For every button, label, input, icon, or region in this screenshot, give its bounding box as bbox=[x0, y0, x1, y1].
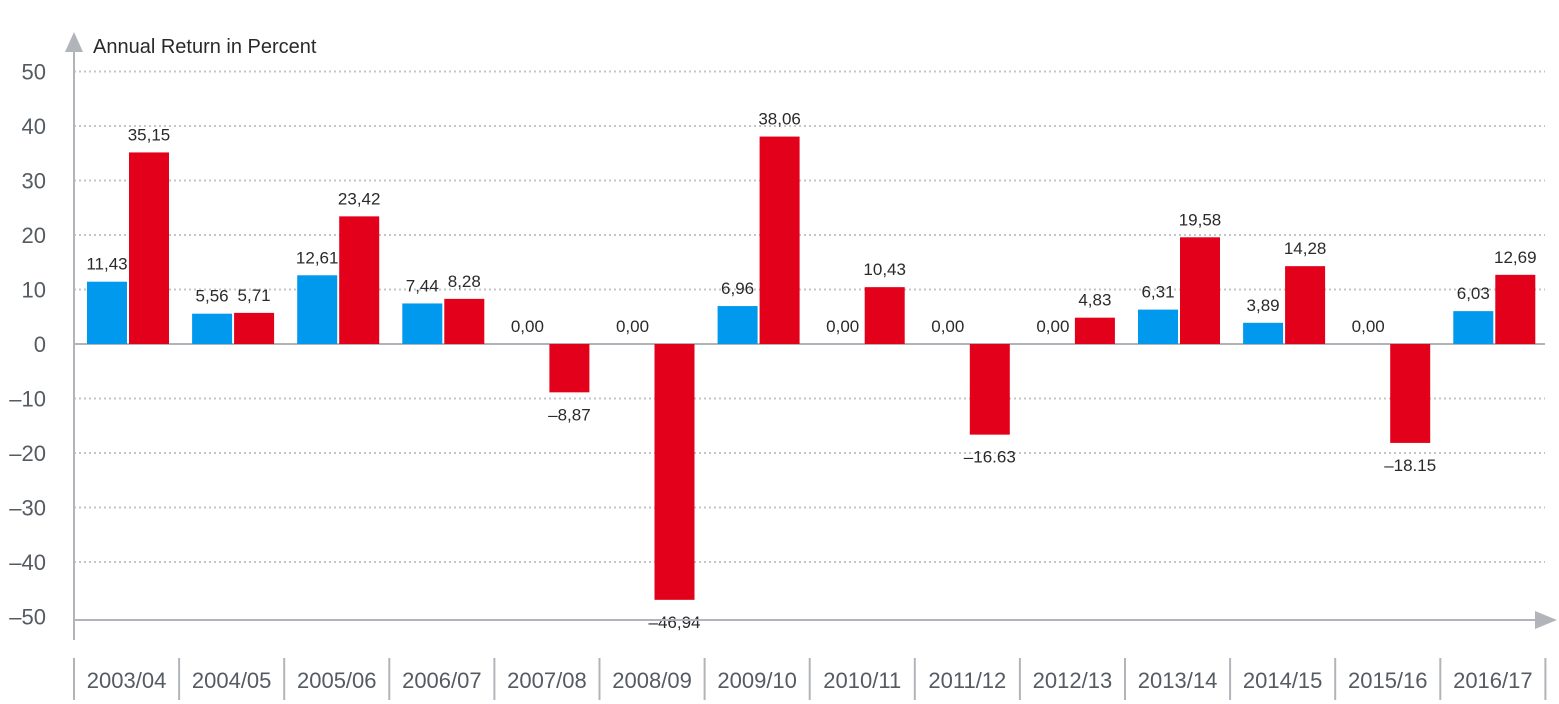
bar-blue bbox=[1138, 309, 1178, 344]
x-category-label: 2014/15 bbox=[1243, 668, 1323, 693]
y-tick-label: –30 bbox=[9, 496, 46, 521]
x-category-label: 2013/14 bbox=[1138, 668, 1218, 693]
data-label: –18.15 bbox=[1384, 456, 1436, 475]
data-label: 0,00 bbox=[511, 317, 544, 336]
bar-red bbox=[1390, 344, 1431, 443]
data-label: 6,96 bbox=[721, 279, 754, 298]
data-label: –16.63 bbox=[964, 448, 1016, 467]
data-label: 5,56 bbox=[196, 287, 229, 306]
y-tick-label: 30 bbox=[22, 169, 46, 194]
x-category-label: 2003/04 bbox=[87, 668, 167, 693]
y-tick-label: –50 bbox=[9, 605, 46, 630]
bar-red bbox=[444, 298, 485, 344]
y-axis-tick-labels: 50 40 30 20 10 0 –10 –20 –30 –40 –50 bbox=[9, 60, 46, 630]
data-label: 35,15 bbox=[128, 125, 171, 144]
y-axis-title: Annual Return in Percent bbox=[93, 36, 317, 58]
y-tick-label: –40 bbox=[9, 550, 46, 575]
data-label: 5,71 bbox=[238, 286, 271, 305]
x-category-label: 2015/16 bbox=[1348, 668, 1428, 693]
data-label: –46,94 bbox=[649, 613, 701, 632]
data-label: 6,31 bbox=[1141, 283, 1174, 302]
data-labels: 11,43 35,15 5,56 5,71 12,61 23,42 7,44 8,28 0,00… bbox=[86, 110, 1536, 632]
bars bbox=[87, 136, 1536, 600]
x-category-label: 2016/17 bbox=[1453, 668, 1533, 693]
x-axis-arrow bbox=[1535, 611, 1557, 629]
data-label: 14,28 bbox=[1284, 239, 1327, 258]
x-category-label: 2007/08 bbox=[507, 668, 587, 693]
data-label: 23,42 bbox=[338, 189, 381, 208]
bar-red bbox=[549, 344, 590, 393]
data-label: –8,87 bbox=[548, 405, 591, 424]
data-label: 12,61 bbox=[296, 248, 339, 267]
y-tick-label: 40 bbox=[22, 114, 46, 139]
axes bbox=[65, 32, 1557, 640]
y-tick-label: 10 bbox=[22, 278, 46, 303]
data-label: 6,03 bbox=[1457, 284, 1490, 303]
y-tick-label: 50 bbox=[22, 60, 46, 85]
data-label: 4,83 bbox=[1078, 291, 1111, 310]
bar-red bbox=[654, 344, 695, 600]
bar-red bbox=[1074, 317, 1115, 344]
x-axis-category-labels: 2003/04 2004/05 2005/06 2006/07 2007/08 2008/… bbox=[73, 658, 1547, 700]
data-label: 0,00 bbox=[931, 317, 964, 336]
data-label: 0,00 bbox=[1352, 317, 1385, 336]
bar-red bbox=[864, 287, 905, 344]
data-label: 0,00 bbox=[616, 317, 649, 336]
data-label: 7,44 bbox=[406, 276, 439, 295]
bar-blue bbox=[717, 306, 758, 344]
data-label: 0,00 bbox=[1036, 317, 1069, 336]
bar-red bbox=[969, 344, 1010, 435]
bar-red bbox=[1180, 237, 1220, 344]
y-tick-label: –20 bbox=[9, 441, 46, 466]
bar-red bbox=[1285, 266, 1326, 344]
bar-red bbox=[129, 152, 169, 344]
bar-blue bbox=[192, 313, 233, 344]
bar-red bbox=[759, 136, 800, 344]
data-label: 38,06 bbox=[758, 110, 801, 129]
bar-blue bbox=[402, 303, 443, 344]
x-category-label: 2005/06 bbox=[297, 668, 377, 693]
bar-red bbox=[234, 312, 275, 344]
data-label: 10,43 bbox=[863, 260, 906, 279]
data-label: 12,69 bbox=[1494, 248, 1537, 267]
bar-blue bbox=[297, 275, 338, 344]
x-category-label: 2010/11 bbox=[823, 668, 901, 693]
data-label: 19,58 bbox=[1179, 210, 1222, 229]
bar-blue bbox=[87, 281, 127, 344]
bar-red bbox=[1495, 274, 1536, 344]
y-tick-label: –10 bbox=[9, 387, 46, 412]
data-label: 11,43 bbox=[86, 255, 127, 274]
bar-blue bbox=[1453, 311, 1494, 344]
y-tick-label: 20 bbox=[22, 223, 46, 248]
x-category-label: 2008/09 bbox=[612, 668, 692, 693]
bar-red bbox=[339, 216, 380, 344]
data-label: 3,89 bbox=[1247, 296, 1280, 315]
data-label: 0,00 bbox=[826, 317, 859, 336]
y-tick-label: 0 bbox=[34, 332, 46, 357]
x-category-label: 2006/07 bbox=[402, 668, 482, 693]
bar-blue bbox=[1243, 322, 1284, 344]
y-axis-arrow bbox=[65, 32, 83, 52]
x-category-label: 2009/10 bbox=[717, 668, 797, 693]
x-category-label: 2012/13 bbox=[1033, 668, 1113, 693]
x-category-label: 2004/05 bbox=[192, 668, 272, 693]
x-category-label: 2011/12 bbox=[928, 668, 1006, 693]
data-label: 8,28 bbox=[448, 272, 481, 291]
